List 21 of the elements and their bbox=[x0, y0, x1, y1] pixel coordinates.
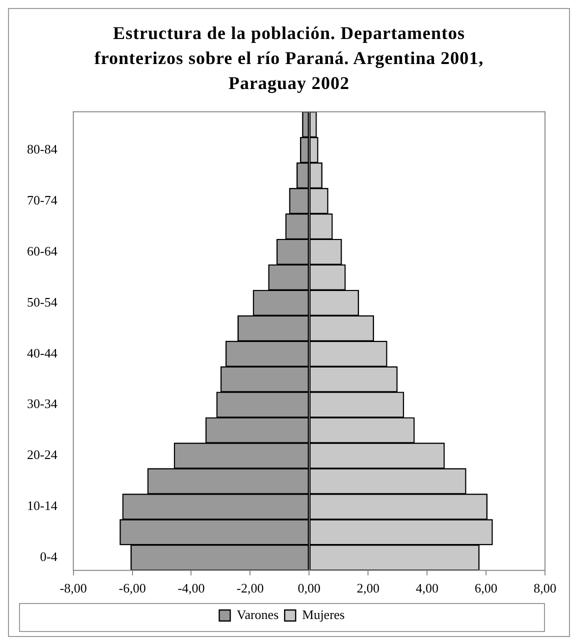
x-tick-label: 4,00 bbox=[416, 580, 438, 596]
x-tick-label: -4,00 bbox=[178, 580, 205, 596]
y-tick-label: 50-54 bbox=[26, 294, 58, 310]
x-tick-label: 8,00 bbox=[534, 580, 556, 596]
x-tick-label: 2,00 bbox=[356, 580, 380, 596]
y-tick-label: 40-44 bbox=[26, 345, 58, 360]
y-tick-label: 0-4 bbox=[40, 549, 58, 564]
x-tick-label: 6,00 bbox=[474, 580, 498, 596]
x-tick-label: -2,00 bbox=[236, 580, 264, 596]
y-tick-label: 10-14 bbox=[26, 498, 58, 514]
x-tick-label: -6,00 bbox=[118, 580, 146, 596]
y-tick-label: 30-34 bbox=[26, 396, 58, 412]
y-tick-label: 80-84 bbox=[26, 141, 58, 156]
legend-label: Mujeres bbox=[302, 606, 345, 622]
y-tick-label: 20-24 bbox=[26, 447, 58, 462]
y-tick-label: 60-64 bbox=[26, 243, 58, 258]
chart-title: Estructura de la población. Departamentos fronterizos sobre el río Paraná. Argentina 2001, Paraguay 2002 bbox=[93, 22, 485, 95]
y-tick-label: 70-74 bbox=[26, 192, 58, 208]
legend-label: Varones bbox=[236, 606, 279, 622]
x-tick-label: -8,00 bbox=[60, 580, 87, 596]
x-tick-label: 0,00 bbox=[298, 580, 321, 596]
